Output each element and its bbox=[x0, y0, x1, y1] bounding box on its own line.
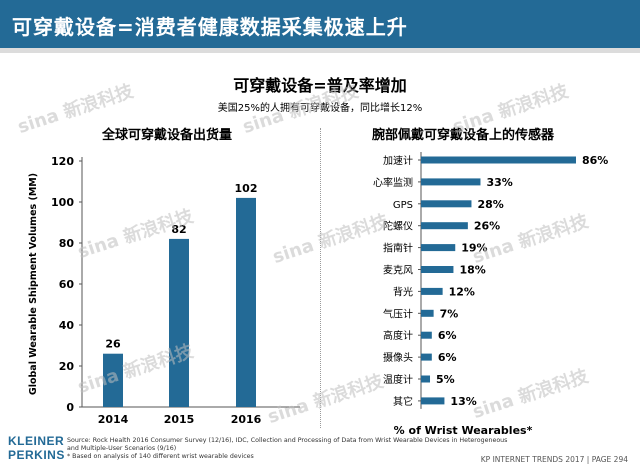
panel-divider bbox=[320, 128, 321, 428]
y-tick-label: 20 bbox=[59, 360, 75, 373]
y-tick-label: 100 bbox=[51, 196, 74, 209]
bar bbox=[421, 397, 445, 405]
kleiner-perkins-logo: KLEINER PERKINS bbox=[8, 434, 65, 462]
bar bbox=[421, 222, 468, 230]
category-label: 摄像头 bbox=[383, 351, 413, 364]
category-label: GPS bbox=[393, 200, 413, 211]
bar bbox=[421, 287, 443, 295]
bar bbox=[103, 353, 123, 407]
y-tick-label: 60 bbox=[59, 278, 75, 291]
header-divider bbox=[0, 48, 640, 53]
bar bbox=[421, 244, 456, 252]
bar bbox=[421, 353, 432, 361]
slide-title: 可穿戴设备=普及率增加 bbox=[233, 76, 407, 95]
category-label: 高度计 bbox=[383, 329, 413, 342]
right-chart-title: 腕部佩戴可穿戴设备上的传感器 bbox=[372, 128, 555, 143]
page-title: 可穿戴设备=消费者健康数据采集极速上升 bbox=[12, 15, 408, 39]
category-label: 温度计 bbox=[383, 373, 413, 386]
bar-value-label: 28% bbox=[477, 198, 503, 211]
bar-value-label: 6% bbox=[438, 329, 457, 342]
x-tick-label: 2015 bbox=[164, 413, 195, 426]
bar bbox=[169, 238, 189, 407]
left-chart-title: 全球可穿戴设备出货量 bbox=[102, 128, 233, 143]
bar-value-label: 5% bbox=[436, 373, 455, 386]
y-tick-label: 0 bbox=[66, 401, 74, 414]
bar-value-label: 26% bbox=[474, 220, 500, 233]
source-line-3: * Based on analysis of 140 different wri… bbox=[67, 453, 254, 460]
category-label: 气压计 bbox=[383, 307, 413, 320]
bar-value-label: 12% bbox=[449, 285, 475, 298]
category-label: 背光 bbox=[393, 285, 413, 298]
y-tick-label: 80 bbox=[59, 237, 75, 250]
logo-line-2: PERKINS bbox=[8, 448, 65, 462]
bar bbox=[421, 178, 481, 186]
bar-value-label: 13% bbox=[450, 395, 476, 408]
y-axis-title: Global Wearable Shipment Volumes (MM) bbox=[28, 173, 39, 395]
header-bar: 可穿戴设备=消费者健康数据采集极速上升 bbox=[0, 0, 640, 48]
category-label: 陀螺仪 bbox=[383, 220, 413, 233]
bar-value-label: 7% bbox=[440, 307, 459, 320]
category-label: 心率监测 bbox=[373, 176, 413, 189]
source-line-2: and Multiple-User Scenarios (9/16) bbox=[67, 445, 177, 452]
x-tick-label: 2016 bbox=[231, 413, 262, 426]
y-tick-label: 120 bbox=[51, 155, 74, 168]
bar bbox=[421, 309, 434, 317]
bar bbox=[236, 197, 256, 407]
bar bbox=[421, 375, 431, 383]
bar bbox=[421, 266, 454, 273]
category-label: 其它 bbox=[393, 395, 413, 408]
bar bbox=[421, 156, 576, 164]
x-axis-title: % of Wrist Wearables* bbox=[394, 424, 533, 437]
bar bbox=[421, 331, 432, 339]
bar-value-label: 82 bbox=[171, 223, 186, 236]
bar-value-label: 6% bbox=[438, 351, 457, 364]
source-footnote: Source: Rock Health 2016 Consumer Survey… bbox=[67, 437, 508, 461]
bar bbox=[421, 200, 472, 208]
logo-line-1: KLEINER bbox=[8, 434, 65, 448]
y-tick-label: 40 bbox=[59, 319, 75, 332]
bar-value-label: 102 bbox=[235, 182, 258, 195]
bar-value-label: 26 bbox=[105, 338, 121, 351]
bar-value-label: 33% bbox=[486, 176, 512, 189]
category-label: 加速计 bbox=[383, 154, 413, 167]
slide-subtitle: 美国25%的人拥有可穿戴设备，同比增长12% bbox=[217, 103, 423, 114]
bar-value-label: 18% bbox=[459, 264, 485, 277]
source-line-1: Source: Rock Health 2016 Consumer Survey… bbox=[67, 437, 508, 444]
category-label: 指南针 bbox=[383, 242, 413, 255]
x-tick-label: 2014 bbox=[98, 413, 129, 426]
page-number: KP INTERNET TRENDS 2017 | PAGE 294 bbox=[480, 455, 628, 464]
bar-value-label: 19% bbox=[461, 242, 487, 255]
category-label: 麦克风 bbox=[383, 265, 413, 277]
bar-value-label: 86% bbox=[582, 154, 608, 167]
